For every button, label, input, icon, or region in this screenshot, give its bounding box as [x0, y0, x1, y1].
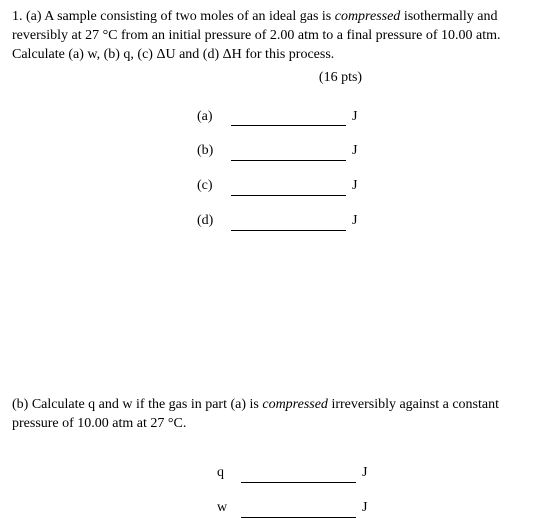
answer-unit: J [352, 177, 357, 196]
answer-unit: J [352, 212, 357, 231]
answer-blank [241, 504, 356, 518]
part-a-text-prefix: 1. (a) A sample consisting of two moles … [12, 9, 335, 24]
answer-row: w J [217, 499, 529, 518]
answer-row: (b) J [197, 142, 529, 161]
answer-blank [231, 182, 346, 196]
answer-unit: J [362, 499, 367, 518]
answer-blank [231, 217, 346, 231]
part-b-text-prefix: (b) Calculate q and w if the gas in part… [12, 397, 262, 412]
answer-unit: J [352, 142, 357, 161]
answer-unit: J [362, 464, 367, 483]
answer-row: (d) J [197, 212, 529, 231]
answer-label-d: (d) [197, 212, 227, 231]
part-a-question: 1. (a) A sample consisting of two moles … [12, 8, 529, 65]
answer-blank [231, 147, 346, 161]
points-label: (16 pts) [152, 69, 529, 88]
part-b-text-italic: compressed [262, 397, 328, 412]
part-b-answers: q J w J [217, 464, 529, 518]
answer-row: (a) J [197, 108, 529, 127]
answer-row: q J [217, 464, 529, 483]
part-a-answers: (a) J (b) J (c) J (d) J [197, 108, 529, 232]
answer-label-b: (b) [197, 142, 227, 161]
answer-label-c: (c) [197, 177, 227, 196]
answer-label-w: w [217, 499, 237, 518]
answer-unit: J [352, 108, 357, 127]
answer-blank [241, 469, 356, 483]
answer-blank [231, 112, 346, 126]
answer-row: (c) J [197, 177, 529, 196]
answer-label-q: q [217, 464, 237, 483]
part-b-question: (b) Calculate q and w if the gas in part… [12, 396, 529, 434]
part-a-text-italic: compressed [335, 9, 401, 24]
answer-label-a: (a) [197, 108, 227, 127]
